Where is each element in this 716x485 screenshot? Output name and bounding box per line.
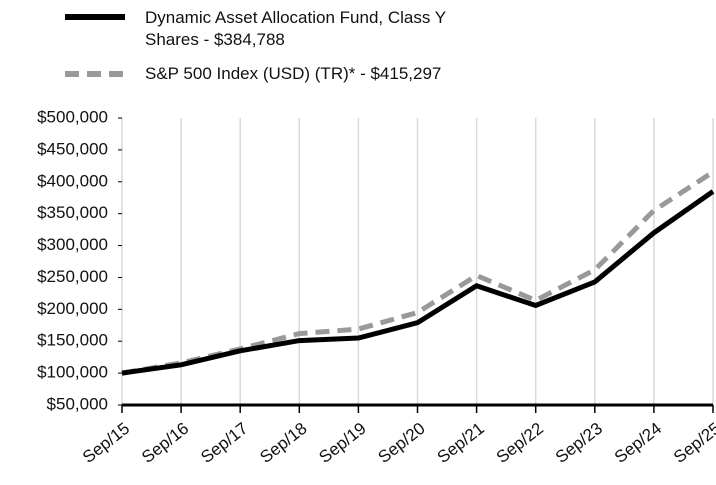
y-tick-label: $500,000 [37,107,108,126]
x-tick-label: Sep/18 [256,419,310,467]
y-tick-label: $400,000 [37,171,108,190]
y-tick-label: $450,000 [37,139,108,158]
y-tick-label: $250,000 [37,267,108,286]
y-tick-label: $100,000 [37,363,108,382]
legend-label: S&P 500 Index (USD) (TR)* - $415,297 [145,64,442,83]
y-tick-label: $300,000 [37,235,108,254]
x-tick-label: Sep/17 [197,419,251,467]
x-tick-label: Sep/22 [493,419,547,467]
x-tick-label: Sep/23 [552,419,606,467]
y-tick-label: $200,000 [37,299,108,318]
x-tick-label: Sep/16 [138,419,192,467]
legend-label: Dynamic Asset Allocation Fund, Class Y S… [145,8,446,49]
y-tick-label: $150,000 [37,331,108,350]
y-tick-label: $50,000 [47,394,108,413]
series-line [121,189,715,376]
x-tick-label: Sep/19 [315,419,369,467]
x-tick-label: Sep/25 [670,419,716,467]
y-tick-label: $350,000 [37,203,108,222]
x-tick-label: Sep/20 [375,419,429,467]
x-tick-label: Sep/24 [611,419,665,467]
x-tick-label: Sep/21 [434,419,488,467]
x-tick-label: Sep/15 [79,419,133,467]
